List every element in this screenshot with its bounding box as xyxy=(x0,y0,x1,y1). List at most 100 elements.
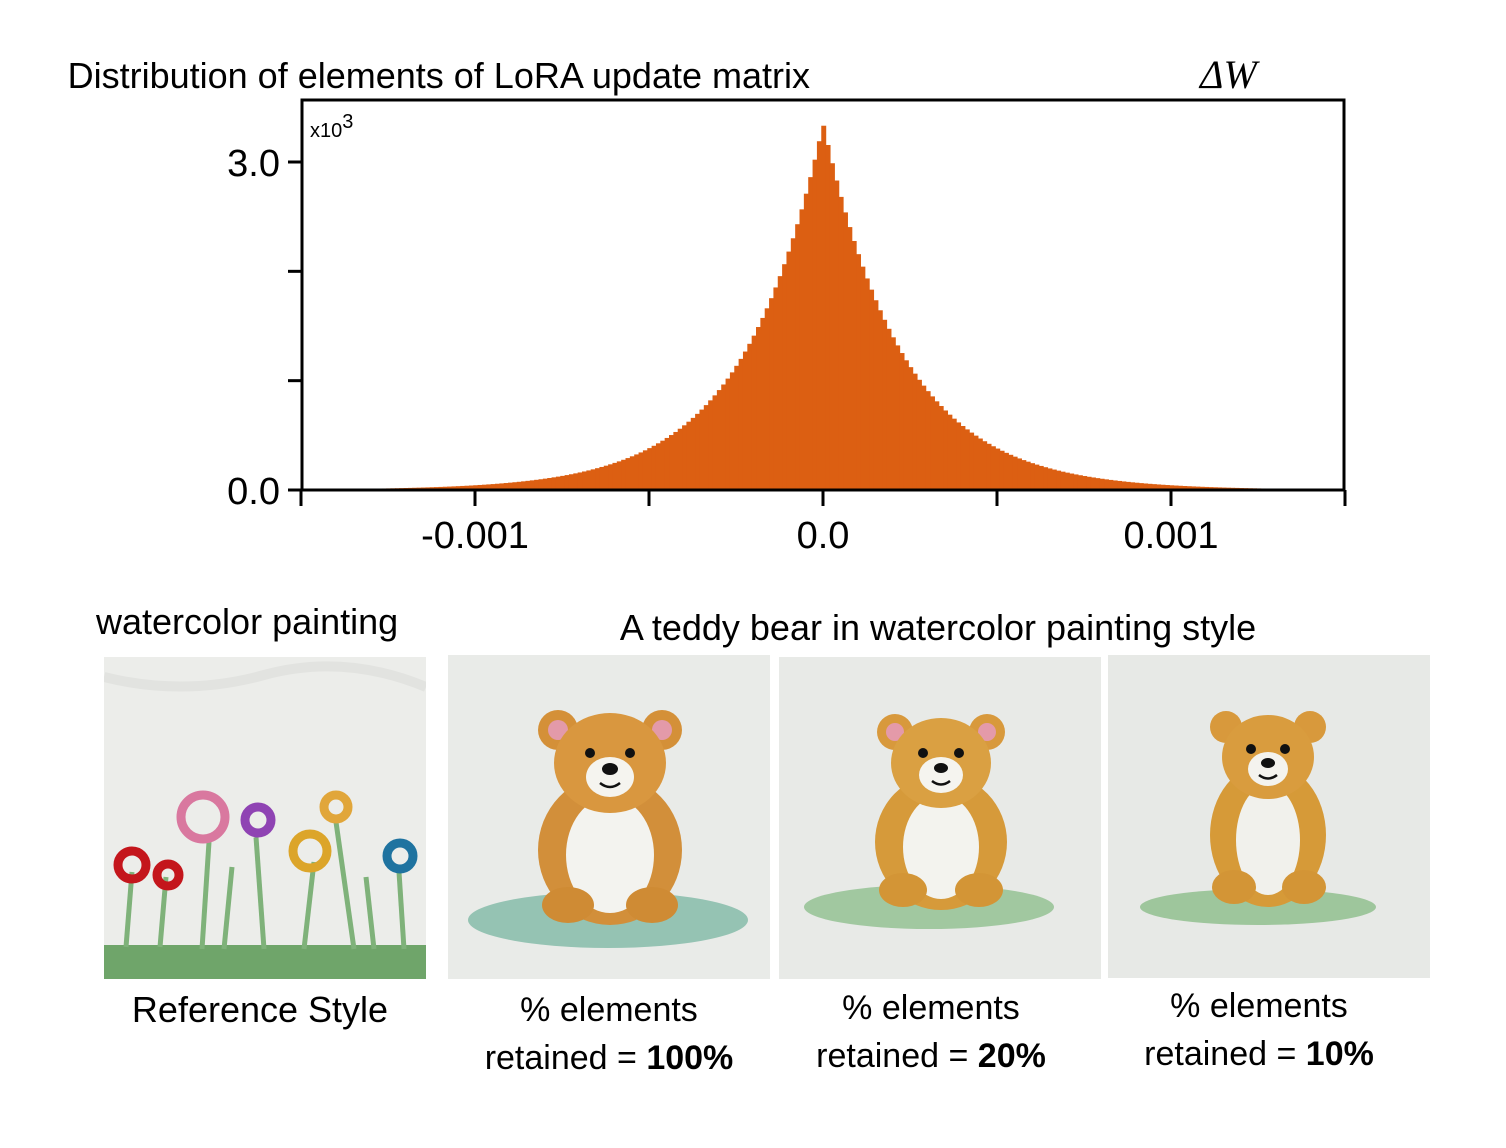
histogram-bar xyxy=(1164,485,1170,490)
histogram-bar xyxy=(890,337,896,490)
retained-caption-10: % elements retained = 10% xyxy=(1098,982,1420,1078)
histogram-bar xyxy=(977,438,983,490)
histogram-bar xyxy=(1108,479,1114,490)
chart-title: Distribution of elements of LoRA update … xyxy=(68,55,810,96)
histogram-bar xyxy=(1095,478,1101,490)
histogram-bar xyxy=(442,486,448,490)
histogram-bar xyxy=(930,396,935,490)
histogram-bar xyxy=(564,475,570,490)
histogram-bar xyxy=(1138,483,1144,490)
histogram-bar xyxy=(638,452,644,490)
histogram-bar xyxy=(1104,479,1109,490)
histogram-bar xyxy=(447,486,453,490)
histogram-bar xyxy=(943,410,949,490)
histogram-bar xyxy=(1147,483,1153,490)
histogram-bar xyxy=(682,425,688,490)
histogram-bar xyxy=(956,422,962,490)
histogram-bar xyxy=(512,482,518,490)
histogram-bar xyxy=(742,351,748,490)
histogram-bar xyxy=(877,310,883,490)
histogram-bar xyxy=(699,409,705,490)
histogram-bar xyxy=(612,462,618,490)
histogram-bar xyxy=(716,390,722,490)
histogram-bar xyxy=(655,443,661,490)
histogram-bar xyxy=(934,401,940,490)
histogram-bar xyxy=(616,461,622,490)
x-axis: -0.001 0.0 0.001 xyxy=(299,490,1347,557)
histogram-bar xyxy=(847,227,853,490)
histogram-bar xyxy=(455,486,461,490)
histogram-bar xyxy=(1156,484,1162,490)
histogram-bar xyxy=(534,479,540,490)
histogram-bar xyxy=(521,481,527,490)
histogram-bar xyxy=(795,224,801,490)
histogram-bar xyxy=(829,163,835,491)
histogram-bar xyxy=(729,372,735,490)
histogram-bar xyxy=(1047,468,1053,490)
histogram-bar xyxy=(621,459,627,490)
histogram-bar xyxy=(860,266,866,490)
histogram-bar xyxy=(756,327,761,490)
histogram-bar xyxy=(664,437,670,490)
histogram-bar xyxy=(1160,484,1166,490)
histogram-bar xyxy=(1169,485,1175,490)
histogram-bar xyxy=(986,443,992,490)
histogram-bar xyxy=(590,469,596,490)
histogram-bar xyxy=(686,421,692,490)
histogram-bar xyxy=(882,319,888,490)
histogram-bar xyxy=(782,264,788,490)
histogram-bar xyxy=(873,300,879,490)
histogram-bar xyxy=(1003,452,1009,490)
bear-image-20 xyxy=(779,657,1101,979)
histogram-bar xyxy=(790,238,796,490)
histogram-bar xyxy=(747,343,753,490)
retained-prefix: retained = xyxy=(1144,1035,1306,1073)
histogram-bar xyxy=(577,472,583,490)
histogram-bar xyxy=(464,485,470,490)
histogram-bar xyxy=(542,478,548,490)
histogram-bar xyxy=(725,378,731,490)
histogram-bar xyxy=(947,414,953,490)
histogram-bar xyxy=(516,481,522,490)
histogram-bar xyxy=(734,365,740,490)
histogram-bar xyxy=(490,484,496,490)
histogram-bar xyxy=(503,483,509,490)
histogram-bar xyxy=(599,466,605,490)
histogram-bar xyxy=(908,367,914,490)
histogram-bar xyxy=(786,251,792,490)
histogram-bar xyxy=(547,478,553,490)
histogram-bar xyxy=(1112,480,1118,490)
histogram-bar xyxy=(777,276,783,490)
histogram-bar xyxy=(703,405,709,490)
histogram-bar xyxy=(951,418,957,490)
histogram-bar xyxy=(1025,461,1031,490)
histogram-bar xyxy=(1043,467,1049,490)
histogram-bar xyxy=(538,479,544,490)
histogram-bar xyxy=(1056,470,1062,490)
histogram-bar xyxy=(921,385,927,490)
histogram-bar xyxy=(634,454,640,490)
y-tick-label: 0.0 xyxy=(227,471,280,513)
histogram-bar xyxy=(481,484,487,490)
histogram-bar xyxy=(825,144,831,491)
histogram-bar xyxy=(708,400,714,490)
histogram-bar xyxy=(712,395,718,490)
histogram-bar xyxy=(608,464,614,490)
histogram-chart: Distribution of elements of LoRA update … xyxy=(68,52,1347,557)
retained-percent: 100% xyxy=(646,1039,734,1077)
histogram-bar xyxy=(838,196,844,490)
histogram-bar xyxy=(1130,482,1136,490)
histogram-bar xyxy=(812,159,818,491)
histogram-bar xyxy=(1173,485,1179,490)
histogram-bar xyxy=(973,435,979,490)
histogram-bar xyxy=(473,485,479,490)
histogram-bar xyxy=(586,470,592,490)
histogram-bars xyxy=(307,125,1340,491)
histogram-bar xyxy=(808,177,814,490)
histogram-bar xyxy=(468,485,474,490)
reference-style-image xyxy=(104,657,426,979)
histogram-bar xyxy=(1191,486,1196,490)
histogram-bar xyxy=(816,141,822,490)
histogram-bar xyxy=(864,278,870,490)
histogram-bar xyxy=(499,483,505,490)
